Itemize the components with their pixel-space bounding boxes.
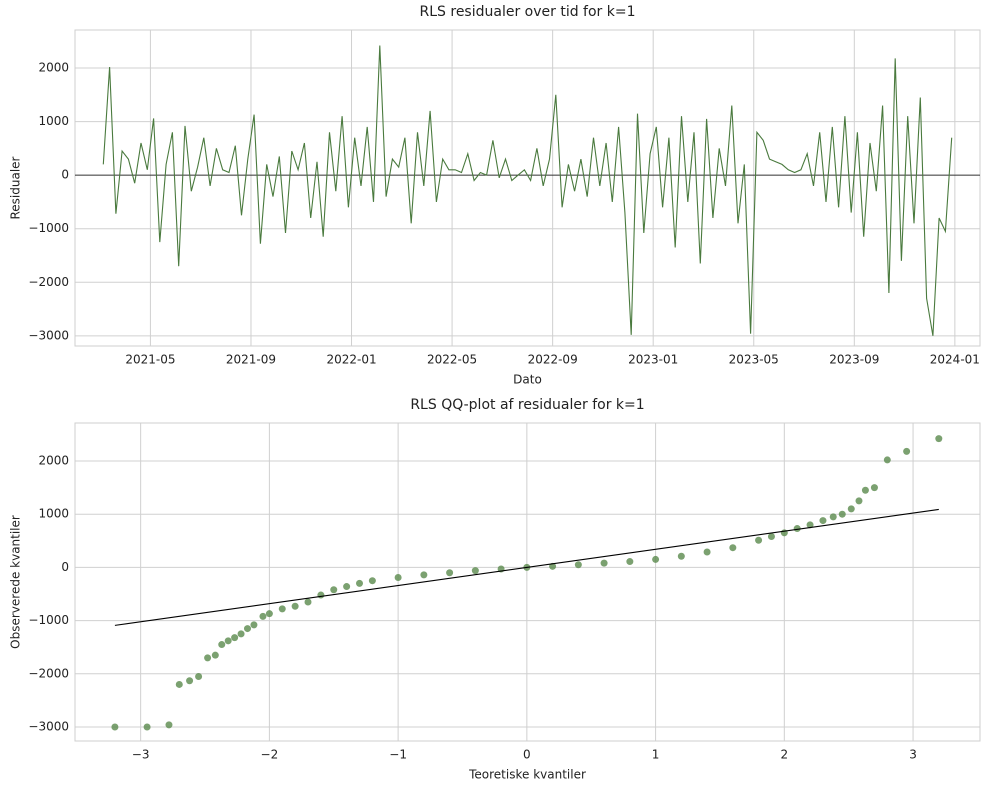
qq-point — [652, 555, 660, 563]
qq-point — [394, 574, 402, 582]
qq-point — [368, 577, 376, 585]
reference-line — [114, 508, 939, 626]
x-tick-label: −3 — [132, 748, 150, 762]
y-tick-label: −2000 — [28, 666, 69, 680]
x-tick-label: 2023-09 — [829, 353, 879, 367]
qq-point — [870, 484, 878, 492]
qq-point — [600, 559, 608, 567]
chart-title: RLS residualer over tid for k=1 — [420, 4, 636, 20]
x-tick-label: 2022-05 — [427, 353, 477, 367]
x-axis-label: Dato — [513, 373, 542, 387]
qq-point — [471, 567, 479, 575]
x-tick-label: 2024-01 — [930, 353, 980, 367]
y-tick-label: 2000 — [38, 61, 69, 75]
qq-point — [549, 562, 557, 570]
qq-point — [224, 637, 232, 645]
y-tick-label: 0 — [61, 560, 69, 574]
qq-point — [304, 598, 312, 606]
qq-point — [703, 548, 711, 556]
qq-point — [175, 680, 183, 688]
qq-point — [574, 561, 582, 569]
x-tick-label: −1 — [389, 748, 407, 762]
x-tick-label: 2023-01 — [628, 353, 678, 367]
plot-frame — [74, 422, 981, 742]
y-tick-label: −3000 — [28, 328, 69, 342]
qq-point — [278, 605, 286, 613]
qq-point — [729, 544, 737, 552]
qq-point — [446, 569, 454, 577]
qq-point — [420, 571, 428, 579]
qq-point — [767, 533, 775, 541]
qq-point — [861, 486, 869, 494]
x-tick-label: 2021-09 — [226, 353, 276, 367]
qq-point — [265, 610, 273, 618]
y-tick-label: −1000 — [28, 613, 69, 627]
y-tick-label: −3000 — [28, 720, 69, 734]
qq-point — [838, 510, 846, 518]
qq-point — [755, 536, 763, 544]
y-axis-label: Observerede kvantiler — [9, 515, 23, 649]
y-tick-label: 1000 — [38, 114, 69, 128]
qq-point — [186, 677, 194, 685]
qq-point — [903, 447, 911, 455]
qq-point — [231, 634, 239, 642]
qq-point — [677, 552, 685, 560]
x-tick-label: 2022-01 — [326, 353, 376, 367]
y-tick-label: −2000 — [28, 275, 69, 289]
y-tick-label: 0 — [61, 168, 69, 182]
qq-point — [829, 513, 837, 521]
y-axis-label: Residualer — [9, 156, 23, 219]
plot-frame — [74, 29, 981, 347]
y-tick-label: 1000 — [38, 507, 69, 521]
qq-point — [819, 517, 827, 525]
qq-point — [165, 721, 173, 729]
qq-point — [855, 497, 863, 505]
qq-point — [195, 672, 203, 680]
qq-point — [237, 630, 245, 638]
residual-line — [102, 45, 953, 336]
qq-point — [250, 621, 258, 629]
y-tick-label: −1000 — [28, 221, 69, 235]
qq-point — [330, 586, 338, 594]
qq-point — [143, 723, 151, 731]
x-tick-label: 2023-05 — [729, 353, 779, 367]
x-tick-label: 2022-09 — [528, 353, 578, 367]
qq-point — [111, 723, 119, 731]
qq-point — [806, 521, 814, 529]
qq-point — [204, 654, 212, 662]
qq-point — [883, 456, 891, 464]
qq-point — [343, 583, 351, 591]
qq-point — [356, 579, 364, 587]
qq-point — [291, 602, 299, 610]
qq-point — [847, 505, 855, 513]
qq-point — [793, 525, 801, 533]
qq-point — [935, 435, 943, 443]
x-tick-label: 3 — [909, 748, 917, 762]
qq-point — [211, 651, 219, 659]
qq-point — [626, 558, 634, 566]
qq-point — [244, 625, 252, 633]
x-tick-label: 2 — [781, 748, 789, 762]
qq-point — [218, 641, 226, 649]
x-tick-label: −2 — [261, 748, 279, 762]
x-tick-label: 0 — [523, 748, 531, 762]
x-tick-label: 1 — [652, 748, 660, 762]
qq-point — [259, 612, 267, 620]
x-axis-label: Teoretiske kvantiler — [468, 768, 586, 782]
qq-point — [317, 591, 325, 599]
y-tick-label: 2000 — [38, 453, 69, 467]
x-tick-label: 2021-05 — [125, 353, 175, 367]
chart-title: RLS QQ-plot af residualer for k=1 — [410, 397, 644, 413]
